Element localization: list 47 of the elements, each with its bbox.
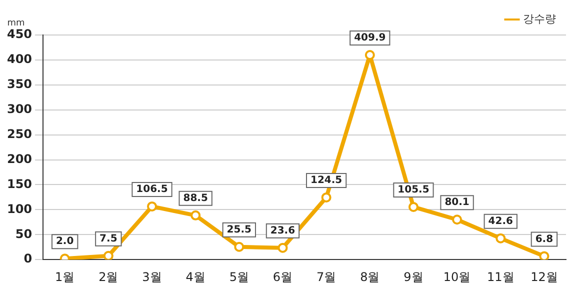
y-tick-label: 250 [6, 126, 32, 141]
point [408, 202, 418, 212]
point [103, 250, 114, 260]
data-label: 6.8 [535, 234, 554, 245]
data-label: 25.5 [226, 224, 252, 236]
y-tick-label: 150 [6, 176, 32, 191]
data-label: 105.5 [398, 184, 430, 196]
data-label: 124.5 [310, 175, 342, 186]
x-tick-label: 12월 [530, 270, 558, 284]
y-tick-label: 50 [15, 226, 32, 241]
x-tick-label: 4월 [186, 270, 206, 284]
y-tick-label: 400 [6, 52, 32, 66]
x-tick-label: 11월 [486, 270, 514, 284]
x-tick-label: 1월 [55, 270, 75, 284]
point [321, 192, 332, 202]
data-label: 106.5 [136, 184, 168, 196]
y-tick-label: 350 [6, 77, 32, 92]
y-tick-label: 300 [6, 102, 32, 116]
y-tick-label: 450 [6, 27, 32, 42]
x-tick-label: 10월 [443, 270, 471, 284]
x-tick-label: 9월 [404, 270, 424, 284]
x-tick-label: 8월 [360, 270, 380, 284]
data-label: 88.5 [183, 193, 208, 204]
data-label: 409.9 [354, 32, 386, 44]
point [146, 201, 157, 212]
y-tick-label: 0 [24, 252, 32, 266]
x-tick-label: 7월 [316, 270, 336, 284]
point [234, 242, 244, 252]
x-tick-label: 6월 [272, 270, 293, 284]
data-label: 2.0 [56, 236, 74, 248]
data-label: 23.6 [270, 225, 296, 236]
point [539, 251, 550, 260]
point [364, 50, 375, 60]
point [190, 210, 201, 220]
point [452, 214, 462, 225]
point [496, 233, 506, 244]
y-tick-label: 200 [6, 152, 32, 166]
data-label: 42.6 [488, 216, 513, 227]
y-axis-title: mm [7, 18, 25, 28]
y-tick-label: 100 [6, 202, 32, 216]
legend-label: 강수량 [523, 12, 556, 26]
x-tick-label: 2월 [98, 270, 118, 284]
x-tick-label: 3월 [142, 270, 162, 284]
point [278, 242, 288, 253]
x-tick-label: 5월 [229, 270, 249, 284]
data-label: 7.5 [100, 233, 118, 244]
data-label: 80.1 [444, 197, 470, 208]
